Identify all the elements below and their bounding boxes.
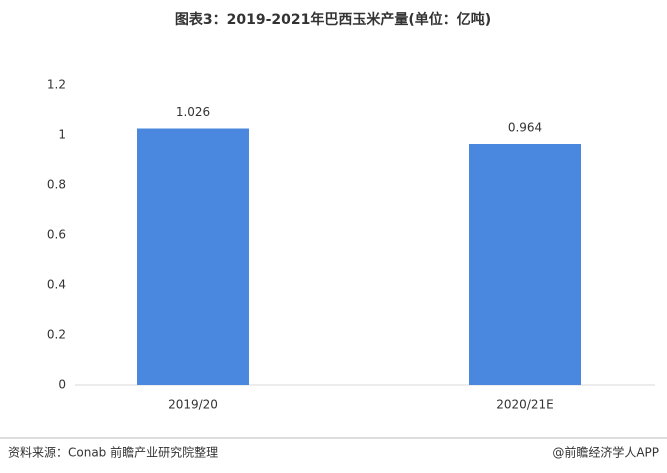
y-tick-label: 1 xyxy=(58,128,66,142)
x-tick-label: 2019/20 xyxy=(168,398,218,412)
x-tick-label: 2020/21E xyxy=(496,398,553,412)
source: 资料来源：Conab 前瞻产业研究院整理 xyxy=(8,445,218,460)
credit: @前瞻经济学人APP xyxy=(552,445,659,460)
bar xyxy=(469,144,581,385)
chart-title: 图表3：2019-2021年巴西玉米产量(单位：亿吨) xyxy=(175,11,491,28)
bar xyxy=(137,128,249,385)
y-tick-label: 0.4 xyxy=(47,278,66,292)
value-label: 1.026 xyxy=(176,105,210,119)
y-tick-label: 0 xyxy=(58,378,66,392)
y-tick-label: 0.2 xyxy=(47,328,66,342)
y-tick-label: 0.6 xyxy=(47,228,66,242)
y-tick-label: 0.8 xyxy=(47,178,66,192)
value-label: 0.964 xyxy=(508,121,542,135)
y-tick-label: 1.2 xyxy=(47,78,66,92)
